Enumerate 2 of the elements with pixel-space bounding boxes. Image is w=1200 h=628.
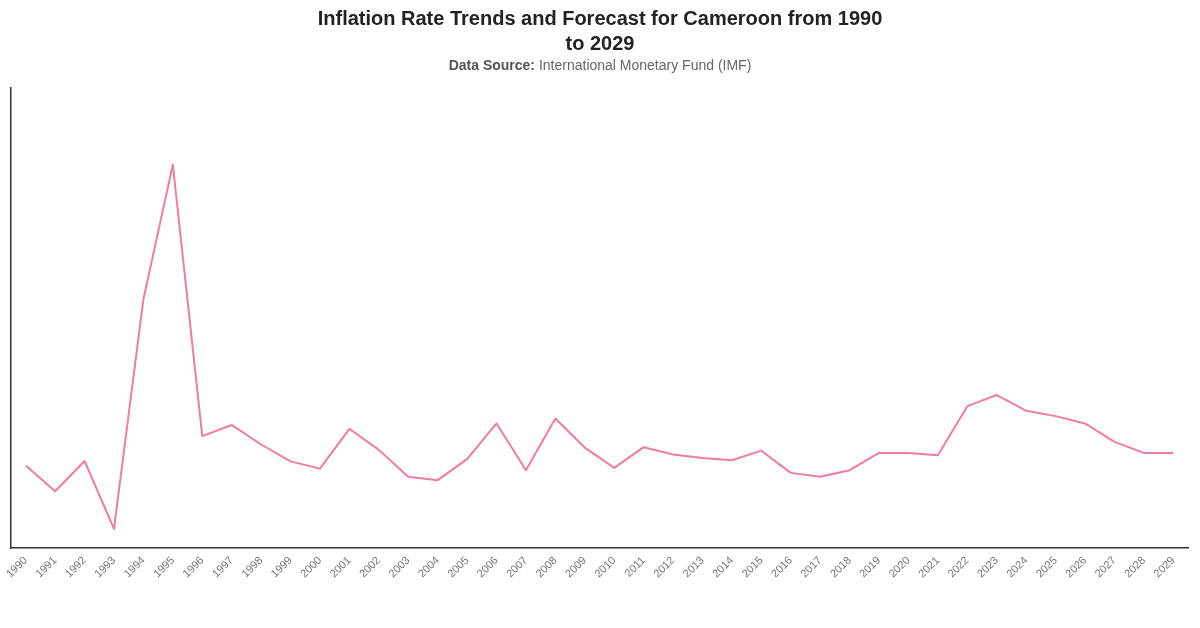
chart-subtitle: Data Source: International Monetary Fund (IMF) [447,57,753,73]
chart-title: Inflation Rate Trends and Forecast for Cameroon from 1990 to 2029 [316,6,884,56]
